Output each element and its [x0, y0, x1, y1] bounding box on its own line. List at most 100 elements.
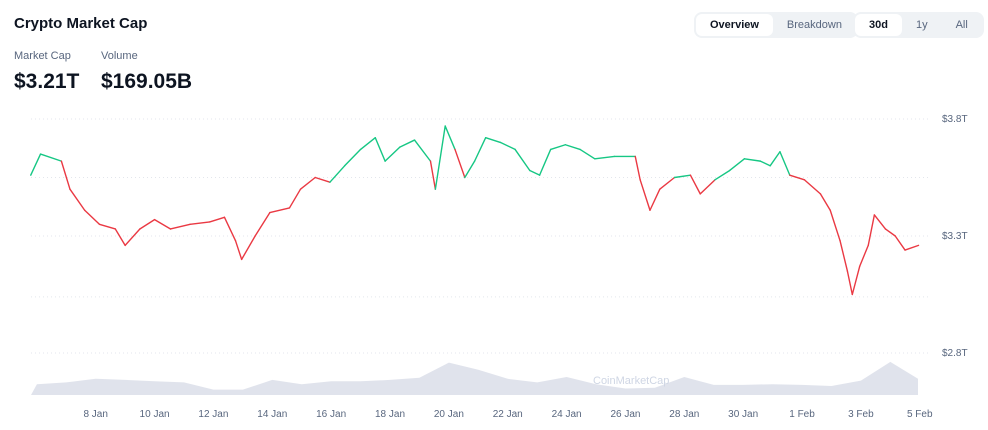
- range-1y[interactable]: 1y: [915, 19, 928, 31]
- market-cap-segment: [464, 160, 476, 179]
- page-title: Crypto Market Cap: [14, 15, 148, 32]
- market-cap-segment: [454, 148, 466, 179]
- market-cap-segment: [894, 235, 906, 251]
- range-all[interactable]: All: [955, 19, 968, 31]
- x-tick-label: 1 Feb: [789, 409, 815, 420]
- market-cap-segment: [564, 144, 581, 151]
- market-cap-segment: [124, 228, 141, 247]
- view-toggle: Overview Breakdown: [694, 12, 858, 38]
- market-cap-segment: [153, 218, 172, 230]
- x-tick-label: 22 Jan: [493, 409, 523, 420]
- market-cap-segment: [829, 209, 841, 242]
- market-cap-segment: [769, 151, 781, 167]
- market-cap-segment: [209, 216, 226, 223]
- market-cap-segment: [659, 176, 676, 190]
- market-cap-segment: [434, 125, 446, 190]
- market-cap-segment: [374, 137, 386, 162]
- market-cap-segment: [60, 160, 71, 190]
- volume-area: [31, 361, 918, 395]
- market-cap-segment: [639, 179, 651, 211]
- market-cap-segment: [30, 153, 42, 176]
- market-cap-segment: [399, 139, 416, 148]
- market-cap-segment: [873, 214, 887, 230]
- market-cap-segment: [884, 228, 896, 237]
- market-cap-segment: [728, 158, 746, 172]
- market-cap-segment: [39, 153, 63, 162]
- market-cap-segment: [314, 176, 331, 183]
- market-cap-segment: [139, 218, 156, 230]
- x-tick-label: 16 Jan: [316, 409, 346, 420]
- market-cap-segment: [839, 239, 849, 272]
- x-tick-label: 18 Jan: [375, 409, 405, 420]
- market-cap-segment: [579, 148, 596, 160]
- volume-value: $169.05B: [101, 70, 193, 93]
- market-cap-segment: [851, 265, 861, 296]
- market-cap-segment: [288, 188, 302, 209]
- y-tick-label: $2.8T: [942, 348, 968, 359]
- x-tick-label: 14 Jan: [257, 409, 287, 420]
- market-cap-segment: [867, 214, 876, 247]
- market-cap-segment: [779, 151, 791, 176]
- market-cap-segment: [98, 223, 117, 230]
- market-cap-segment: [299, 176, 316, 190]
- market-cap-segment: [499, 141, 516, 151]
- market-cap-label: Market Cap: [14, 50, 71, 62]
- x-tick-label: 5 Feb: [907, 409, 933, 420]
- x-tick-label: 28 Jan: [669, 409, 699, 420]
- y-tick-label: $3.3T: [942, 231, 968, 242]
- market-cap-segment: [858, 244, 869, 268]
- market-cap-segment: [343, 148, 362, 167]
- market-cap-segment: [673, 174, 692, 179]
- market-cap-value: $3.21T: [14, 70, 80, 93]
- market-cap-segment: [549, 144, 567, 151]
- volume-stat: Volume $169.05B: [101, 50, 192, 94]
- range-toggle: 30d 1y All: [853, 12, 984, 38]
- market-cap-segment: [269, 207, 291, 214]
- x-tick-label: 30 Jan: [728, 409, 758, 420]
- market-cap-segment: [819, 193, 831, 211]
- market-cap-segment: [114, 228, 126, 247]
- market-cap-segment: [699, 179, 716, 195]
- watermark: CoinMarketCap: [593, 375, 669, 387]
- market-cap-segment: [846, 270, 854, 296]
- market-cap-segment: [384, 146, 401, 162]
- market-cap-segment: [689, 174, 701, 195]
- market-cap-segment: [538, 148, 552, 176]
- market-cap-segment: [714, 169, 731, 181]
- market-cap-segment: [444, 125, 456, 151]
- x-tick-label: 8 Jan: [83, 409, 107, 420]
- y-tick-label: $3.8T: [942, 114, 968, 125]
- market-cap-segment: [473, 137, 487, 162]
- market-cap-segment: [634, 155, 641, 181]
- market-cap-segment: [484, 137, 502, 144]
- x-tick-label: 24 Jan: [552, 409, 582, 420]
- market-cap-segment: [759, 160, 771, 167]
- x-tick-label: 3 Feb: [848, 409, 874, 420]
- range-30d[interactable]: 30d: [855, 14, 902, 36]
- market-cap-segment: [743, 158, 762, 162]
- market-cap-segment: [254, 211, 271, 237]
- tab-breakdown[interactable]: Breakdown: [786, 19, 842, 31]
- x-tick-label: 12 Jan: [198, 409, 228, 420]
- market-cap-stat: Market Cap $3.21T: [14, 50, 79, 94]
- market-cap-segment: [359, 137, 376, 151]
- market-cap-segment: [649, 188, 661, 211]
- x-tick-label: 20 Jan: [434, 409, 464, 420]
- market-cap-segment: [789, 174, 806, 181]
- market-cap-segment: [429, 160, 437, 190]
- market-cap-segment: [83, 209, 101, 226]
- market-cap-segment: [189, 221, 211, 226]
- market-cap-segment: [69, 188, 86, 211]
- market-cap-segment: [529, 169, 541, 176]
- market-cap-segment: [329, 165, 346, 183]
- market-cap-segment: [803, 179, 822, 195]
- volume-label: Volume: [101, 50, 138, 62]
- tab-overview[interactable]: Overview: [696, 14, 773, 36]
- market-cap-segment: [413, 139, 432, 162]
- market-cap-segment: [904, 244, 920, 251]
- market-cap-segment: [169, 223, 191, 230]
- market-cap-segment: [223, 216, 237, 242]
- x-tick-label: 10 Jan: [140, 409, 170, 420]
- market-cap-segment: [514, 148, 531, 172]
